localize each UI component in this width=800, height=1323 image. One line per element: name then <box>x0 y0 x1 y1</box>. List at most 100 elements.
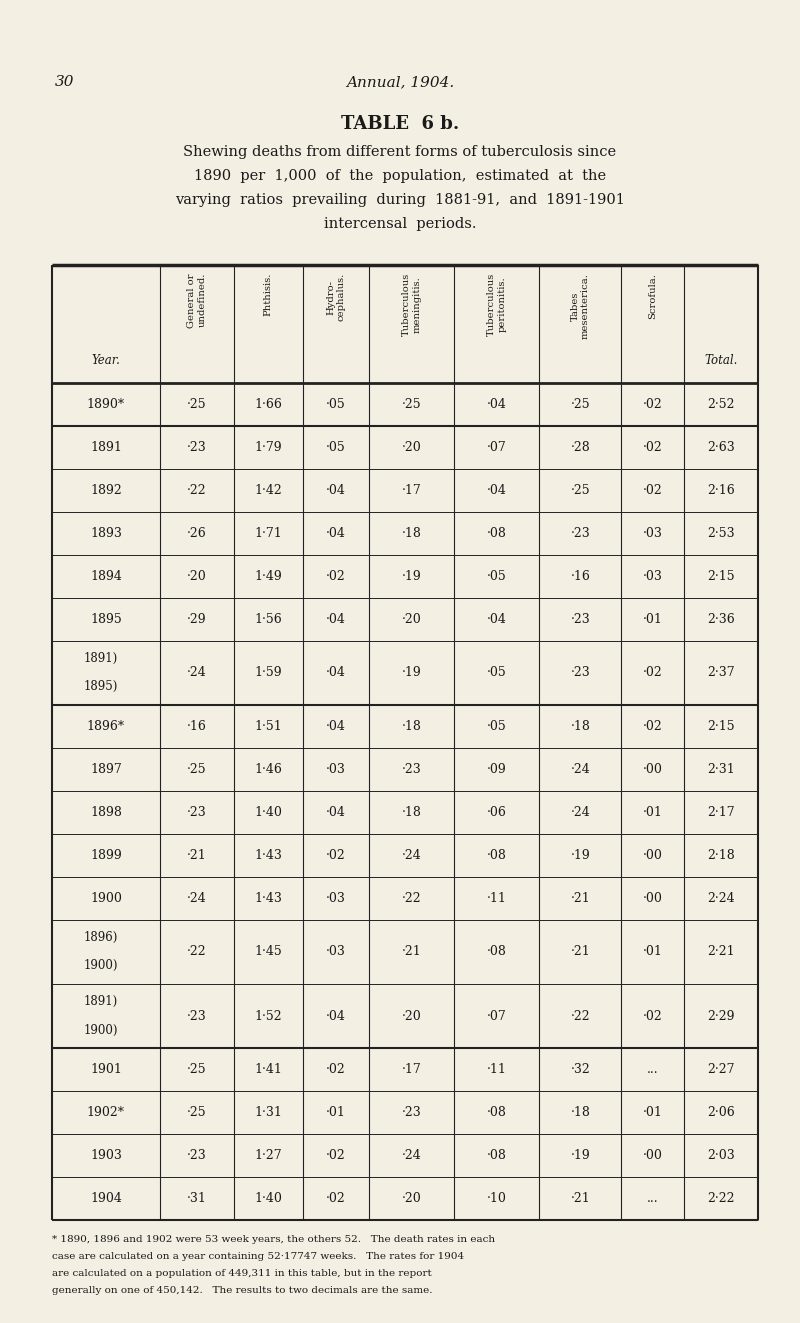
Text: * 1890, 1896 and 1902 were 53 week years, the others 52.   The death rates in ea: * 1890, 1896 and 1902 were 53 week years… <box>52 1234 495 1244</box>
Text: varying  ratios  prevailing  during  1881-91,  and  1891-1901: varying ratios prevailing during 1881-91… <box>175 193 625 206</box>
Text: 1900): 1900) <box>84 1024 118 1037</box>
Text: 1902*: 1902* <box>87 1106 125 1119</box>
Text: 2·53: 2·53 <box>707 527 734 540</box>
Text: 1·40: 1·40 <box>254 806 282 819</box>
Text: 1891: 1891 <box>90 441 122 454</box>
Text: ·04: ·04 <box>326 667 346 679</box>
Text: ·18: ·18 <box>402 806 422 819</box>
Text: ·23: ·23 <box>570 613 590 626</box>
Text: ·19: ·19 <box>402 570 422 582</box>
Text: ·08: ·08 <box>487 945 506 958</box>
Text: Total.: Total. <box>704 355 738 368</box>
Text: 1898: 1898 <box>90 806 122 819</box>
Text: ·02: ·02 <box>326 570 346 582</box>
Text: Annual, 1904.: Annual, 1904. <box>346 75 454 89</box>
Text: case are calculated on a year containing 52·17747 weeks.   The rates for 1904: case are calculated on a year containing… <box>52 1252 464 1261</box>
Text: ·02: ·02 <box>326 848 346 861</box>
Text: ·23: ·23 <box>187 1009 207 1023</box>
Text: ·04: ·04 <box>487 484 506 497</box>
Text: ·23: ·23 <box>570 527 590 540</box>
Text: ·16: ·16 <box>570 570 590 582</box>
Text: ·04: ·04 <box>326 484 346 497</box>
Text: 30: 30 <box>55 75 74 89</box>
Text: are calculated on a population of 449,311 in this table, but in the report: are calculated on a population of 449,31… <box>52 1269 432 1278</box>
Text: ·08: ·08 <box>487 1106 506 1119</box>
Text: ·22: ·22 <box>570 1009 590 1023</box>
Text: ·23: ·23 <box>187 1150 207 1162</box>
Text: 1894: 1894 <box>90 570 122 582</box>
Text: ·05: ·05 <box>326 441 346 454</box>
Text: 2·36: 2·36 <box>707 613 734 626</box>
Text: ·07: ·07 <box>487 1009 506 1023</box>
Text: ·19: ·19 <box>402 667 422 679</box>
Text: ·21: ·21 <box>402 945 422 958</box>
Text: 2·27: 2·27 <box>707 1064 734 1077</box>
Text: ·04: ·04 <box>487 398 506 411</box>
Text: ·25: ·25 <box>187 1064 207 1077</box>
Text: 1·41: 1·41 <box>254 1064 282 1077</box>
Text: ·31: ·31 <box>187 1192 207 1205</box>
Text: ·24: ·24 <box>402 848 422 861</box>
Text: ·00: ·00 <box>642 1150 662 1162</box>
Text: ·23: ·23 <box>187 806 207 819</box>
Text: 1·79: 1·79 <box>254 441 282 454</box>
Text: ·01: ·01 <box>642 613 662 626</box>
Text: 1·40: 1·40 <box>254 1192 282 1205</box>
Text: 1899: 1899 <box>90 848 122 861</box>
Text: ·25: ·25 <box>187 763 207 775</box>
Text: ·25: ·25 <box>570 484 590 497</box>
Text: 1895): 1895) <box>84 680 118 693</box>
Text: TABLE  6 b.: TABLE 6 b. <box>341 115 459 134</box>
Text: ·25: ·25 <box>402 398 422 411</box>
Text: ·02: ·02 <box>326 1192 346 1205</box>
Text: Shewing deaths from different forms of tuberculosis since: Shewing deaths from different forms of t… <box>183 146 617 159</box>
Text: ·01: ·01 <box>642 945 662 958</box>
Text: 2·24: 2·24 <box>707 892 734 905</box>
Text: 1·31: 1·31 <box>254 1106 282 1119</box>
Text: ·24: ·24 <box>570 806 590 819</box>
Text: ·02: ·02 <box>642 1009 662 1023</box>
Text: ·23: ·23 <box>570 667 590 679</box>
Text: 1891): 1891) <box>84 995 118 1008</box>
Text: ·28: ·28 <box>570 441 590 454</box>
Text: 2·63: 2·63 <box>707 441 734 454</box>
Text: 2·16: 2·16 <box>707 484 734 497</box>
Text: 1892: 1892 <box>90 484 122 497</box>
Text: ·26: ·26 <box>187 527 207 540</box>
Text: 1·27: 1·27 <box>254 1150 282 1162</box>
Text: ·04: ·04 <box>487 613 506 626</box>
Text: ·08: ·08 <box>487 848 506 861</box>
Text: ·03: ·03 <box>642 527 662 540</box>
Text: ·02: ·02 <box>642 398 662 411</box>
Text: ·23: ·23 <box>402 1106 422 1119</box>
Text: ...: ... <box>646 1064 658 1077</box>
Text: ·04: ·04 <box>326 806 346 819</box>
Text: ·01: ·01 <box>642 806 662 819</box>
Text: generally on one of 450,142.   The results to two decimals are the same.: generally on one of 450,142. The results… <box>52 1286 433 1295</box>
Text: ·20: ·20 <box>402 1009 422 1023</box>
Text: ·18: ·18 <box>570 720 590 733</box>
Text: ·19: ·19 <box>570 848 590 861</box>
Text: ·20: ·20 <box>402 613 422 626</box>
Text: ·32: ·32 <box>570 1064 590 1077</box>
Text: 2·31: 2·31 <box>707 763 734 775</box>
Text: ·21: ·21 <box>570 945 590 958</box>
Text: 2·03: 2·03 <box>707 1150 734 1162</box>
Text: ·23: ·23 <box>402 763 422 775</box>
Text: ·23: ·23 <box>187 441 207 454</box>
Text: ·04: ·04 <box>326 720 346 733</box>
Text: 1891): 1891) <box>84 652 118 665</box>
Text: ·24: ·24 <box>570 763 590 775</box>
Text: Year.: Year. <box>91 355 120 368</box>
Text: ·29: ·29 <box>187 613 207 626</box>
Text: Phthisis.: Phthisis. <box>264 273 273 316</box>
Text: ·18: ·18 <box>570 1106 590 1119</box>
Text: ·08: ·08 <box>487 527 506 540</box>
Text: Scrofula.: Scrofula. <box>648 273 657 319</box>
Text: ·03: ·03 <box>326 892 346 905</box>
Text: 1·59: 1·59 <box>254 667 282 679</box>
Text: 1·52: 1·52 <box>254 1009 282 1023</box>
Text: ·03: ·03 <box>326 945 346 958</box>
Text: ·02: ·02 <box>642 441 662 454</box>
Text: ·04: ·04 <box>326 1009 346 1023</box>
